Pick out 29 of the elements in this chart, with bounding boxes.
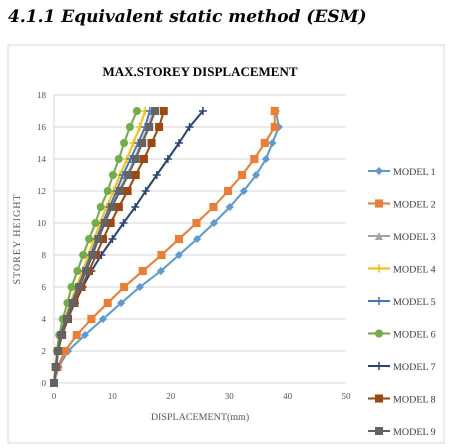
y-axis-title: STOREY HEIGHT [12,193,23,285]
legend-label: MODEL 5 [393,297,436,308]
x-tick-label: 50 [342,391,351,401]
y-tick-label: 8 [42,250,46,260]
legend-label: MODEL 8 [393,394,436,406]
y-tick-label: 6 [42,282,46,292]
y-tick-label: 16 [37,122,46,132]
legend-label: MODEL 2 [393,200,436,210]
y-tick-label: 10 [37,218,46,228]
chart-title: 4.1.1 Equivalent static method (ESM) [8,7,367,27]
legend-label: MODEL 6 [393,330,436,340]
x-tick-label: 40 [283,391,293,401]
legend-label: MODEL 3 [393,232,436,243]
x-tick-label: 0 [52,391,57,401]
y-tick-label: 12 [37,186,46,196]
x-tick-label: 10 [108,391,118,401]
x-tick-label: 30 [224,391,234,401]
legend-label: MODEL 7 [393,362,436,373]
x-axis-title: DISPLACEMENT(mm) [150,412,250,423]
legend-label: MODEL 1 [393,167,436,178]
x-tick-label: 20 [166,391,176,401]
y-tick-label: 18 [37,90,46,100]
legend-label: MODEL 4 [393,264,436,276]
y-tick-label: 0 [42,378,46,388]
y-tick-label: 2 [42,346,46,356]
y-tick-label: 4 [42,314,46,324]
chart-subtitle: MAX.STOREY DISPLACEMENT [102,64,298,79]
y-tick-label: 14 [37,154,46,164]
legend-label: MODEL 9 [393,427,436,438]
